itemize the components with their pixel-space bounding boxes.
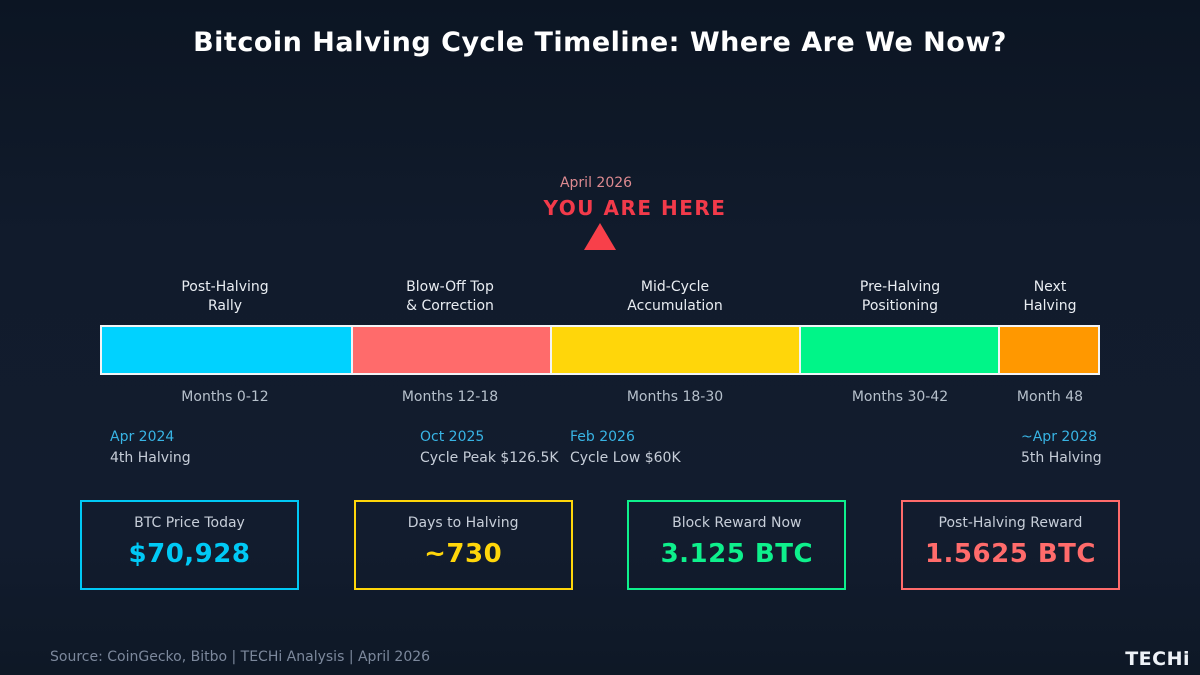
timeline-segment-0 xyxy=(102,327,351,373)
phase-label-post-halving-rally: Post-Halving Rally xyxy=(181,279,269,314)
stat-card-0-value: $70,928 xyxy=(128,539,251,569)
stat-card-2-value: 3.125 BTC xyxy=(660,539,814,569)
annotation-4th-halving: Apr 2024 4th Halving xyxy=(110,429,191,466)
marker-date: April 2026 xyxy=(559,175,633,191)
timeline-segment-4 xyxy=(998,327,1098,373)
phase-label-row: Post-Halving Rally Blow-Off Top & Correc… xyxy=(100,278,1100,316)
you-are-here-label: YOU ARE HERE xyxy=(543,196,727,220)
stat-card-3-value: 1.5625 BTC xyxy=(924,539,1096,569)
stat-card-1: Days to Halving ~730 xyxy=(353,500,573,590)
month-range: Months 12-18 xyxy=(401,389,499,405)
stat-card-label: BTC Price Today xyxy=(134,515,245,531)
annotation-5th-halving: ~Apr 2028 5th Halving xyxy=(1021,429,1102,466)
phase-label-pre-halving: Pre-Halving Positioning xyxy=(859,279,941,314)
phase-label-blow-off-top: Blow-Off Top & Correction xyxy=(406,279,494,314)
up-arrow-icon xyxy=(584,223,616,250)
month-range: Month 48 xyxy=(1016,389,1084,405)
month-range: Months 0-12 xyxy=(181,389,269,405)
stat-card-3: Post-Halving Reward 1.5625 BTC xyxy=(900,500,1120,590)
stat-card-1-value: ~730 xyxy=(424,539,503,569)
stat-cards-row: BTC Price Today $70,928 Days to Halving … xyxy=(80,500,1120,590)
stat-card-2: Block Reward Now 3.125 BTC xyxy=(627,500,847,590)
timeline-segment-2 xyxy=(550,327,800,373)
techi-logo: TECHi xyxy=(1125,648,1190,670)
page-title: Bitcoin Halving Cycle Timeline: Where Ar… xyxy=(193,27,1007,58)
stat-card-0: BTC Price Today $70,928 xyxy=(80,500,299,590)
month-range: Months 30-42 xyxy=(851,389,949,405)
phase-label-mid-cycle: Mid-Cycle Accumulation xyxy=(627,279,723,314)
stat-card-label: Block Reward Now xyxy=(672,515,802,531)
annotation-cycle-peak: Oct 2025 Cycle Peak $126.5K xyxy=(420,429,559,466)
stat-card-label: Post-Halving Reward xyxy=(938,515,1083,531)
timeline-bar xyxy=(100,325,1100,375)
timeline-segment-3 xyxy=(799,327,999,373)
source-attribution: Source: CoinGecko, Bitbo | TECHi Analysi… xyxy=(50,649,431,665)
stat-card-label: Days to Halving xyxy=(407,515,519,531)
month-range: Months 18-30 xyxy=(626,389,724,405)
timeline-segment-1 xyxy=(351,327,551,373)
annotation-cycle-low: Feb 2026 Cycle Low $60K xyxy=(570,429,681,466)
month-range-row: Months 0-12 Months 12-18 Months 18-30 Mo… xyxy=(100,389,1100,405)
phase-label-next-halving: Next Halving xyxy=(1023,279,1077,314)
